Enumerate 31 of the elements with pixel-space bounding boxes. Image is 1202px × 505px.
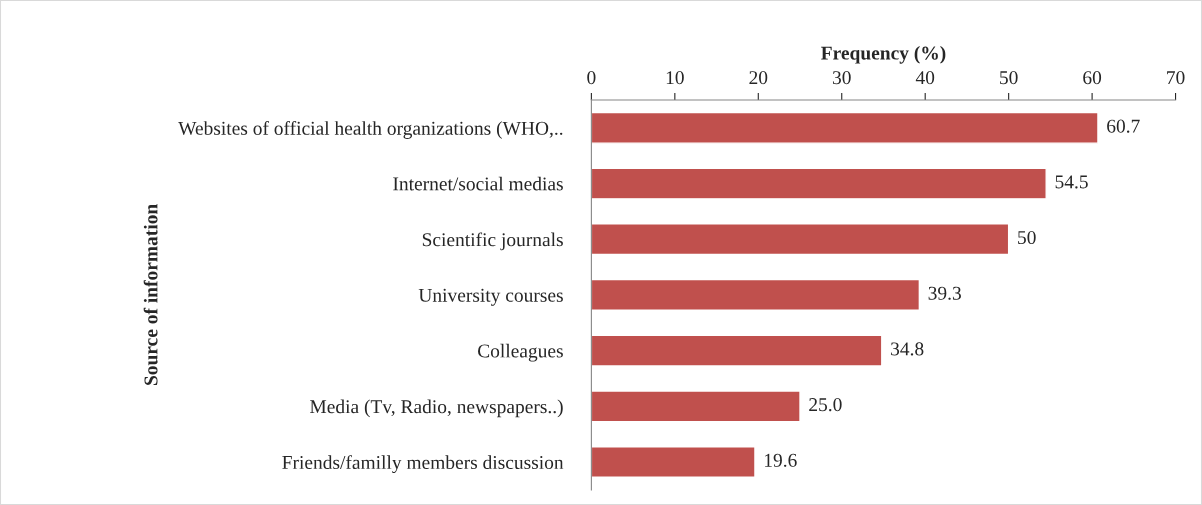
- bar: [591, 111, 1099, 144]
- data-label: 54.5: [1055, 175, 1088, 189]
- bar: [591, 223, 1010, 256]
- x-tick-label: 40: [915, 71, 935, 85]
- bar: [591, 390, 801, 423]
- x-tick-label: 0: [587, 71, 596, 85]
- data-label: 39.3: [928, 286, 961, 300]
- data-label: 19.6: [765, 453, 797, 467]
- y-tick-label: Websites of official health organizations (WHO,..: [178, 120, 563, 139]
- y-tick-label: Colleagues: [478, 343, 563, 362]
- y-tick-label: Scientific journals: [422, 232, 563, 251]
- x-tick-label: 60: [1083, 71, 1102, 85]
- bar: [591, 445, 756, 479]
- x-tick-label: 30: [832, 71, 851, 85]
- y-axis-title: Source of information: [143, 204, 158, 385]
- x-tick-label: 70: [1167, 71, 1185, 85]
- y-tick-label: University courses: [418, 288, 563, 306]
- bar: [591, 167, 1047, 200]
- x-tick-label: 20: [749, 71, 768, 85]
- y-tick-label: Friends/familly members discussion: [282, 455, 564, 474]
- x-axis-title: Frequency (%): [821, 45, 946, 64]
- y-tick-label: Media (Tv, Radio, newspapers..): [310, 399, 563, 418]
- data-label: 60.7: [1107, 119, 1140, 133]
- data-label: 25.0: [809, 398, 842, 412]
- bar: [591, 334, 883, 367]
- bar: [591, 278, 921, 311]
- data-label: 50: [1018, 230, 1036, 245]
- x-tick-label: 50: [1000, 71, 1018, 85]
- data-label: 34.8: [891, 342, 924, 356]
- x-tick-label: 10: [666, 71, 684, 85]
- y-tick-label: Internet/social medias: [393, 176, 563, 191]
